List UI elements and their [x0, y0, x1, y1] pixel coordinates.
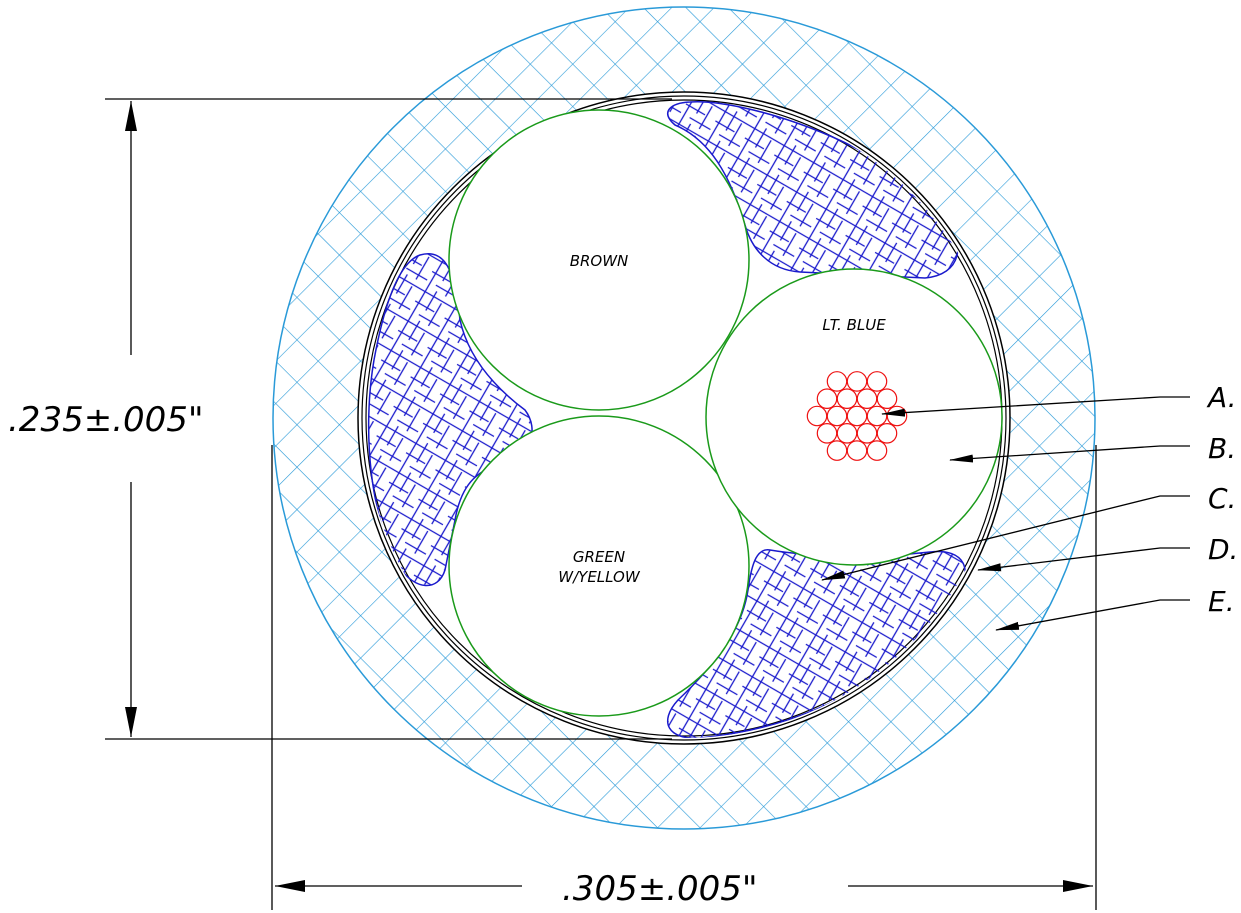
leader-d [977, 547, 1190, 572]
conductor-brown: BROWN [448, 109, 750, 411]
dimension-arrowheads [125, 101, 1093, 892]
width-dimension-label: .305±.005" [562, 869, 758, 909]
strand-2 [866, 371, 888, 392]
callout-leaders [821, 396, 1190, 631]
callout-d-label: D. [1208, 533, 1238, 566]
callout-b-label: B. [1208, 432, 1236, 465]
strand-18 [866, 440, 888, 461]
height-dimension-label: .235±.005" [8, 400, 204, 440]
conductor-strands [806, 371, 908, 461]
filler-left [367, 253, 533, 587]
conductor-lt-blue: LT. BLUE [705, 268, 1003, 566]
leader-e [995, 599, 1190, 631]
dimension-lines [105, 98, 1097, 910]
filler-regions [367, 101, 966, 738]
filler-top-right [667, 101, 959, 279]
conductor-brown-label: BROWN [570, 252, 629, 270]
strand-6 [876, 388, 898, 409]
strand-15 [876, 422, 898, 444]
conductor-green-label-line2: W/YELLOW [558, 568, 641, 586]
conductor-green-label-line1: GREEN [573, 548, 625, 566]
callout-a-label: A. [1206, 381, 1237, 414]
leader-a [881, 396, 1190, 417]
conductor-green-yellow: GREEN W/YELLOW [448, 415, 750, 717]
leader-c [821, 495, 1190, 581]
callout-c-label: C. [1208, 482, 1236, 515]
conductor-lt-blue-label: LT. BLUE [822, 316, 886, 334]
callout-e-label: E. [1208, 585, 1235, 618]
leader-b [949, 445, 1190, 463]
